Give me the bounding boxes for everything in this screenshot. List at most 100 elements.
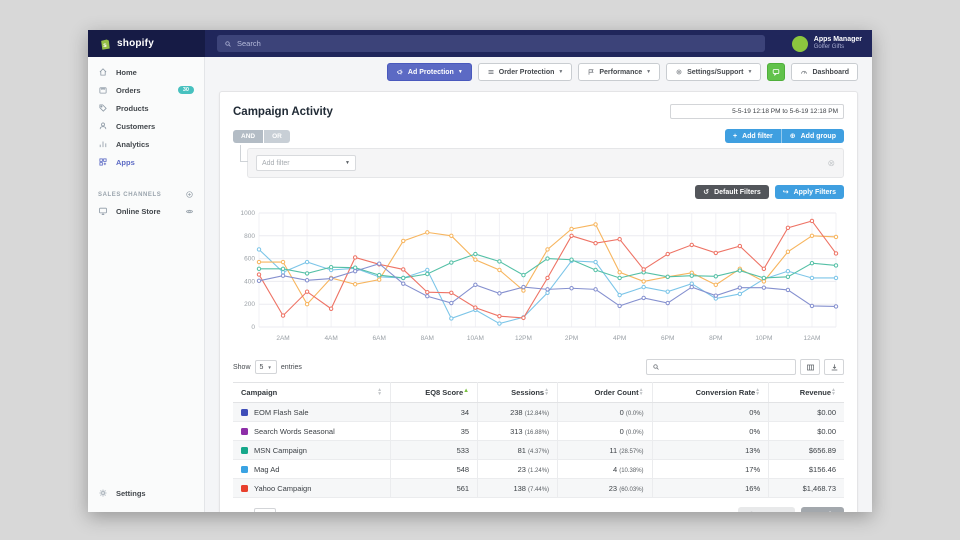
chat-button[interactable] xyxy=(767,63,786,81)
campaign-activity-card: Campaign Activity 5-5-19 12:18 PM to 5-6… xyxy=(219,91,858,512)
column-header-order-count[interactable]: ▲ ▼ Order Count xyxy=(557,382,653,403)
chevron-down-icon: ▼ xyxy=(646,69,652,75)
series-color-swatch xyxy=(241,465,248,473)
table-search-input[interactable] xyxy=(646,359,796,375)
sort-icon[interactable]: ▲ ▼ xyxy=(638,387,644,397)
table-row[interactable]: Mag Ad 548 23 (1.24%) 4 (10.38%) 17% $156.46 xyxy=(233,459,844,479)
chat-icon xyxy=(773,69,780,77)
column-header-sessions[interactable]: ▲ ▼ Sessions xyxy=(477,382,559,403)
list-icon xyxy=(488,70,494,74)
revenue-cell: $1,468.73 xyxy=(768,478,844,498)
page-label: Page xyxy=(233,512,249,513)
table-row[interactable]: EOM Flash Sale 34 238 (12.84%) 0 (0.0%) 0% $0… xyxy=(233,402,844,422)
campaign-cell: Search Words Seasonal xyxy=(233,421,392,441)
sidebar-item-customers[interactable]: Customers xyxy=(88,117,204,135)
revenue-cell: $0.00 xyxy=(768,421,844,441)
sort-icon[interactable]: ▲ ▼ xyxy=(544,387,550,397)
user-name: Apps Manager xyxy=(813,36,862,43)
conversion-rate-cell: 16% xyxy=(652,478,770,498)
circle-x-icon[interactable]: ⊗ xyxy=(827,157,835,168)
table-row[interactable]: Search Words Seasonal 35 313 (16.88%) 0 (0.… xyxy=(233,421,844,441)
conversion-rate-cell: 13% xyxy=(652,440,770,460)
sort-icon[interactable]: ▲ ▼ xyxy=(831,387,836,397)
page-number-input[interactable]: 1 xyxy=(254,508,277,512)
flag-icon xyxy=(589,69,595,75)
order-protection-button[interactable]: Order Protection ▼ xyxy=(477,63,573,81)
chevron-down-icon: ▼ xyxy=(558,69,564,75)
series-color-swatch xyxy=(241,446,248,454)
next-page-button[interactable]: Next ❯ xyxy=(801,507,844,512)
series-color-swatch xyxy=(241,408,248,416)
sidebar-item-orders[interactable]: Orders 30 xyxy=(88,81,204,99)
column-header-revenue[interactable]: ▲ ▼ Revenue xyxy=(768,382,844,403)
conversion-rate-cell: 0% xyxy=(652,421,770,441)
sidebar-item-label: Apps xyxy=(116,157,135,167)
svg-text:10PM: 10PM xyxy=(755,335,772,342)
series-color-swatch xyxy=(241,427,248,435)
revenue-cell: $656.89 xyxy=(768,440,844,460)
eq8-score-cell: 35 xyxy=(390,421,479,441)
apply-filters-button[interactable]: ↪ Apply Filters xyxy=(774,185,844,199)
sessions-cell: 23 (1.24%) xyxy=(477,459,559,479)
sort-icon[interactable]: ▲ ▼ xyxy=(755,387,761,397)
sidebar-item-settings[interactable]: Settings xyxy=(88,484,204,502)
sort-asc-icon[interactable]: ▲ xyxy=(463,388,470,394)
date-range-input[interactable]: 5-5-19 12:18 PM to 5-6-19 12:18 PM xyxy=(670,104,844,119)
add-channel-icon[interactable] xyxy=(185,190,194,199)
user-menu[interactable]: Apps Manager Golfer Gifts xyxy=(791,35,872,52)
dashboard-button[interactable]: Dashboard xyxy=(791,63,858,81)
add-filter-button[interactable]: + Add filter xyxy=(725,129,782,143)
app-nav: Ad Protection ▼ Order Protection ▼ Performan… xyxy=(205,57,872,85)
export-button[interactable] xyxy=(824,359,844,375)
svg-text:8PM: 8PM xyxy=(709,335,722,342)
entries-label: entries xyxy=(280,363,302,371)
and-or-toggle: AND OR xyxy=(233,129,290,143)
analytics-icon xyxy=(99,141,107,148)
svg-text:2AM: 2AM xyxy=(276,335,289,342)
sidebar-item-online-store[interactable]: Online Store xyxy=(88,202,204,220)
performance-button[interactable]: Performance ▼ xyxy=(578,63,661,81)
svg-text:12PM: 12PM xyxy=(515,335,532,342)
sidebar-item-apps[interactable]: Apps xyxy=(88,153,204,171)
settings-support-button[interactable]: Settings/Support ▼ xyxy=(666,63,762,81)
svg-text:6AM: 6AM xyxy=(373,335,386,342)
eq8-score-cell: 561 xyxy=(390,478,479,498)
eq8-score-cell: 34 xyxy=(390,402,479,422)
filter-select[interactable]: Add filter ▼ xyxy=(256,155,356,171)
column-visibility-button[interactable] xyxy=(800,359,820,375)
sidebar-item-products[interactable]: Products xyxy=(88,99,204,117)
eye-icon[interactable] xyxy=(185,207,194,216)
chevron-down-icon: ▼ xyxy=(267,364,272,370)
sidebar-item-analytics[interactable]: Analytics xyxy=(88,135,204,153)
add-group-button[interactable]: ⊕ Add group xyxy=(781,129,844,143)
svg-text:4AM: 4AM xyxy=(324,335,337,342)
global-search-placeholder: Search xyxy=(237,39,261,48)
column-header-campaign[interactable]: ▲ ▼ Campaign xyxy=(233,382,392,403)
order-count-cell: 23 (60.03%) xyxy=(557,478,653,498)
eq8-score-cell: 533 xyxy=(390,440,479,460)
page-size-select[interactable]: 5 ▼ xyxy=(254,360,277,374)
online-store-label: Online Store xyxy=(116,206,161,216)
sort-icon[interactable]: ▲ ▼ xyxy=(377,387,383,397)
default-filters-button[interactable]: ↺ Default Filters xyxy=(695,185,769,199)
table-row[interactable]: MSN Campaign 533 81 (4.37%) 11 (28.57%) 13% $… xyxy=(233,440,844,460)
svg-text:2PM: 2PM xyxy=(565,335,578,342)
svg-text:1000: 1000 xyxy=(241,210,256,217)
previous-page-button[interactable]: ❮ Previous xyxy=(737,507,795,512)
and-button[interactable]: AND xyxy=(233,129,264,143)
shopify-logo[interactable]: s shopify xyxy=(88,30,205,57)
campaign-activity-chart[interactable]: 0 200 400 600 800 1000 2AM 4AM 6AM 8AM 10AM 12PM 2PM… xyxy=(233,207,844,352)
or-button[interactable]: OR xyxy=(264,129,290,143)
main-content: Ad Protection ▼ Order Protection ▼ Performan… xyxy=(205,57,872,512)
global-search-input[interactable]: Search xyxy=(217,35,765,52)
shopify-topbar: s shopify Search Apps Manager Golfer Gif… xyxy=(88,30,872,57)
ad-protection-button[interactable]: Ad Protection ▼ xyxy=(386,63,472,81)
eq8-score-cell: 548 xyxy=(390,459,479,479)
table-row[interactable]: Yahoo Campaign 561 138 (7.44%) 23 (60.03%) 1… xyxy=(233,478,844,498)
megaphone-icon xyxy=(397,69,403,75)
sidebar-item-home[interactable]: Home xyxy=(88,63,204,81)
column-header-conversion-rate[interactable]: ▲ ▼ Conversion Rate xyxy=(652,382,770,403)
orders-count-badge: 30 xyxy=(177,86,194,94)
column-header-eq8-score[interactable]: ▲ EQ8 Score xyxy=(390,382,479,403)
sessions-cell: 81 (4.37%) xyxy=(477,440,559,460)
